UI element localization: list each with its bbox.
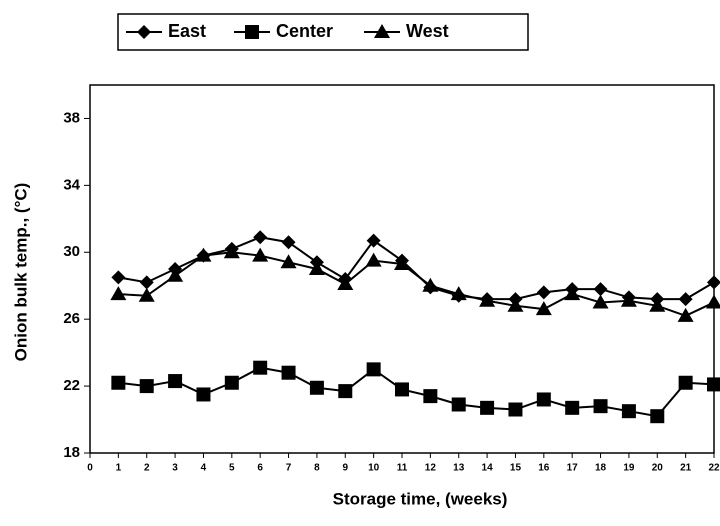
marker (479, 292, 496, 307)
marker (365, 252, 382, 267)
x-tick-label: 18 (595, 463, 607, 474)
marker (507, 297, 524, 312)
x-axis-label: Storage time, (weeks) (333, 489, 508, 508)
x-tick-label: 11 (397, 463, 408, 474)
marker (707, 377, 720, 392)
marker (280, 254, 297, 269)
x-tick-label: 10 (368, 463, 380, 474)
marker (308, 261, 325, 275)
marker (338, 384, 353, 399)
legend-box (117, 13, 529, 51)
marker (195, 247, 212, 262)
marker (281, 235, 296, 250)
x-tick-label: 22 (708, 463, 720, 474)
x-tick-label: 20 (652, 463, 664, 474)
y-tick-label: 30 (63, 243, 80, 260)
marker (309, 380, 324, 395)
marker (706, 294, 720, 309)
x-tick-label: 19 (623, 463, 635, 474)
marker (593, 282, 608, 297)
marker (366, 233, 381, 248)
y-tick-label: 38 (63, 109, 80, 126)
x-tick-label: 8 (314, 463, 320, 474)
legend-label: Center (276, 21, 333, 41)
marker (678, 292, 693, 307)
marker (394, 255, 410, 270)
series-line (118, 236, 715, 301)
y-tick-label: 18 (63, 444, 80, 461)
x-tick-label: 16 (538, 463, 550, 474)
legend-label: West (406, 21, 449, 41)
marker (224, 375, 239, 390)
marker (593, 399, 608, 414)
marker (168, 374, 183, 389)
marker (592, 294, 609, 309)
x-tick-label: 17 (567, 463, 579, 474)
marker (480, 400, 495, 415)
series-line (118, 366, 715, 418)
x-tick-label: 1 (116, 463, 122, 474)
x-tick-label: 14 (482, 463, 494, 474)
marker (366, 362, 381, 377)
marker (139, 275, 154, 290)
marker (536, 392, 551, 407)
y-axis-label: Onion bulk temp., (°C) (11, 183, 30, 362)
x-tick-label: 7 (286, 463, 292, 474)
legend-label: East (168, 21, 206, 41)
marker (110, 286, 127, 301)
marker (620, 292, 637, 307)
x-tick-label: 0 (87, 463, 93, 474)
marker (621, 404, 636, 419)
marker (564, 286, 581, 301)
marker (253, 360, 268, 375)
marker (677, 307, 694, 322)
x-tick-label: 3 (172, 463, 178, 474)
marker (535, 301, 552, 316)
marker (565, 400, 580, 415)
marker (337, 276, 354, 291)
marker (167, 267, 184, 282)
x-tick-label: 13 (453, 463, 465, 474)
marker (451, 397, 466, 412)
marker (650, 409, 665, 424)
series-line (118, 251, 715, 317)
x-tick-label: 4 (201, 463, 207, 474)
marker (245, 25, 259, 39)
y-tick-label: 34 (63, 176, 80, 193)
x-tick-label: 12 (425, 463, 437, 474)
x-tick-label: 9 (342, 463, 348, 474)
marker (281, 365, 296, 380)
marker (423, 389, 438, 404)
marker (111, 375, 126, 390)
x-tick-label: 15 (510, 463, 522, 474)
marker (137, 25, 151, 39)
marker (252, 247, 269, 262)
marker (508, 402, 523, 417)
x-tick-label: 21 (680, 463, 692, 474)
marker (138, 287, 155, 302)
x-tick-label: 5 (229, 463, 235, 474)
marker (374, 24, 390, 38)
marker (649, 297, 666, 312)
marker (111, 270, 126, 285)
marker (253, 230, 268, 245)
marker (707, 275, 720, 290)
marker (139, 379, 154, 394)
marker (536, 285, 551, 300)
marker (196, 387, 211, 402)
x-tick-label: 6 (257, 463, 263, 474)
marker (422, 277, 439, 292)
marker (223, 244, 240, 259)
marker (450, 286, 467, 301)
x-tick-label: 2 (144, 463, 150, 474)
marker (678, 375, 693, 390)
marker (395, 382, 409, 397)
y-tick-label: 26 (63, 310, 80, 327)
y-tick-label: 22 (63, 377, 80, 394)
